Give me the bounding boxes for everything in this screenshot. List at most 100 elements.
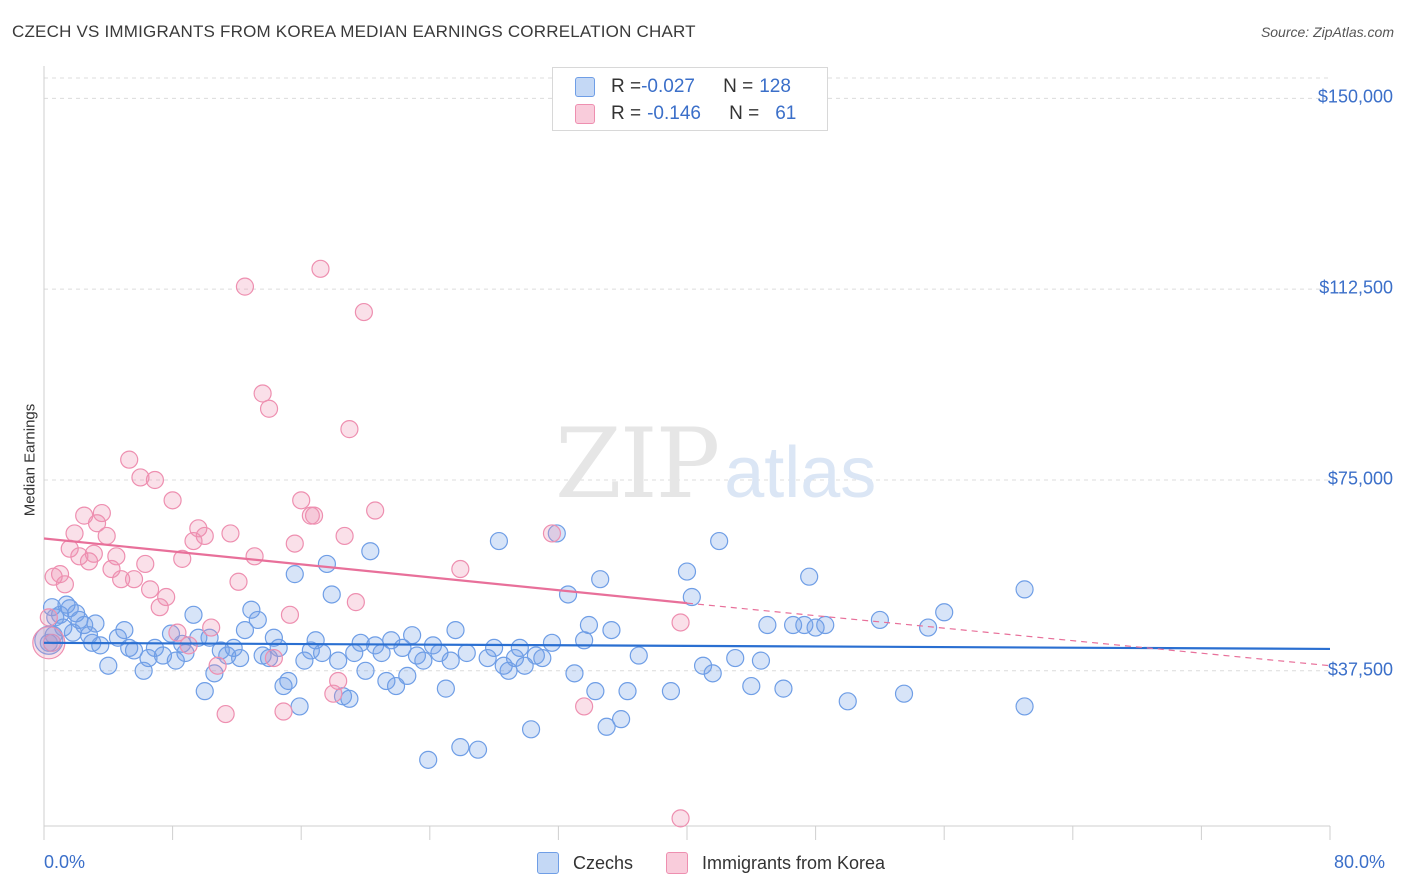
data-point-korea	[340, 420, 359, 439]
data-point-korea	[120, 450, 139, 469]
data-point-czechs	[597, 717, 616, 736]
data-point-korea	[329, 671, 348, 691]
data-point-czechs	[742, 676, 761, 696]
data-point-czechs	[386, 676, 406, 696]
data-point-korea	[671, 613, 690, 632]
data-point-korea	[285, 534, 304, 553]
data-point-korea	[451, 559, 470, 579]
y-tick-label: $150,000	[1317, 86, 1393, 107]
data-point-czechs	[677, 562, 697, 581]
data-point-czechs	[935, 603, 954, 622]
data-point-czechs	[894, 684, 914, 703]
data-point-czechs	[586, 682, 605, 701]
data-point-czechs	[710, 531, 729, 551]
data-point-czechs	[295, 651, 314, 670]
data-point-czechs	[451, 738, 470, 757]
data-point-korea	[150, 598, 169, 617]
data-point-czechs	[870, 610, 890, 630]
n-value: 128	[759, 76, 791, 97]
legend-item-czechs[interactable]: Czechs	[537, 852, 633, 874]
data-point-korea	[65, 524, 84, 543]
x-tick-label-min: 0.0%	[44, 852, 86, 872]
data-point-czechs	[1015, 697, 1034, 716]
data-point-korea	[163, 491, 182, 510]
data-point-korea	[84, 544, 103, 563]
data-point-korea	[280, 605, 300, 624]
data-point-korea	[39, 608, 58, 627]
data-point-czechs	[312, 643, 332, 663]
y-tick-label: $37,500	[1327, 659, 1393, 680]
chart-title: CZECH VS IMMIGRANTS FROM KOREA MEDIAN EA…	[12, 22, 696, 41]
legend-item-korea[interactable]: Immigrants from Korea	[666, 852, 885, 874]
data-point-czechs	[542, 633, 562, 652]
legend-row-korea: R = -0.146 N = 61	[575, 102, 796, 126]
data-point-czechs	[290, 697, 309, 716]
data-point-korea	[179, 636, 198, 655]
data-point-czechs	[611, 710, 631, 729]
data-point-czechs	[351, 633, 370, 652]
watermark-atlas: atlas	[724, 433, 877, 513]
data-point-czechs	[99, 656, 118, 675]
watermark-zip: ZIP	[555, 408, 720, 520]
pink-swatch-icon	[666, 852, 688, 874]
data-point-czechs	[322, 585, 341, 604]
data-point-czechs	[301, 641, 320, 660]
data-point-czechs	[795, 615, 814, 635]
data-point-czechs	[124, 641, 144, 660]
data-point-czechs	[489, 531, 509, 551]
data-point-czechs	[457, 643, 476, 663]
data-point-korea	[112, 570, 131, 589]
data-point-czechs	[108, 628, 128, 647]
data-point-czechs	[231, 648, 250, 668]
trend-line-czechs	[43, 641, 1331, 651]
data-point-korea	[50, 565, 70, 584]
data-point-korea	[92, 503, 111, 523]
data-point-korea	[354, 302, 373, 322]
trend-line-dashed-korea	[686, 602, 1331, 667]
data-point-czechs	[510, 638, 529, 658]
data-point-korea	[136, 554, 155, 574]
data-point-czechs	[403, 626, 422, 645]
data-point-korea	[575, 697, 594, 716]
legend-row-czechs: R = -0.027 N = 128	[575, 75, 791, 99]
y-tick-label: $112,500	[1319, 277, 1393, 298]
data-point-korea	[335, 526, 354, 546]
data-point-czechs	[329, 651, 348, 670]
data-point-korea	[366, 501, 385, 520]
data-point-czechs	[478, 648, 497, 668]
x-tick-label-max: 80.0%	[1334, 852, 1386, 872]
trend-line-korea	[43, 537, 688, 605]
data-point-czechs	[86, 614, 105, 633]
data-point-korea	[55, 575, 74, 594]
data-point-czechs	[751, 651, 771, 670]
data-point-czechs	[800, 567, 819, 586]
data-point-czechs	[919, 618, 938, 637]
data-point-korea	[311, 259, 330, 278]
data-point-korea	[70, 547, 89, 566]
data-point-czechs	[195, 682, 214, 701]
data-point-czechs	[726, 648, 745, 668]
data-point-czechs	[533, 648, 552, 668]
y-axis-label: Median Earnings	[21, 403, 39, 517]
data-point-korea	[195, 526, 214, 546]
data-point-czechs	[274, 676, 293, 696]
data-point-czechs	[515, 656, 534, 675]
data-point-korea	[173, 549, 192, 568]
r-label: R =	[611, 76, 642, 97]
data-point-czechs	[361, 542, 380, 561]
blue-swatch-icon	[575, 77, 595, 97]
data-point-czechs	[242, 600, 261, 619]
data-point-czechs	[565, 664, 584, 683]
legend-label-czechs: Czechs	[573, 852, 634, 873]
data-point-korea	[189, 519, 208, 538]
data-point-czechs	[547, 524, 566, 543]
data-point-korea	[671, 809, 690, 828]
data-point-korea	[264, 648, 283, 668]
r-label: R =	[611, 103, 642, 124]
n-value: 61	[775, 103, 797, 124]
data-point-czechs	[838, 692, 857, 711]
data-point-korea	[245, 547, 264, 566]
data-point-korea	[346, 593, 365, 612]
watermark: ZIP atlas	[555, 408, 876, 520]
